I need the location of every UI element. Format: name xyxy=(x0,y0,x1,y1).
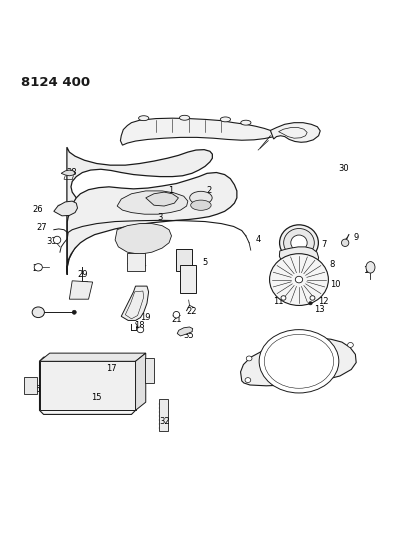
Polygon shape xyxy=(39,353,145,361)
Text: 3: 3 xyxy=(157,213,162,222)
Bar xyxy=(159,399,168,431)
Polygon shape xyxy=(120,118,274,145)
Ellipse shape xyxy=(245,378,250,383)
Polygon shape xyxy=(145,192,178,206)
Text: 26: 26 xyxy=(32,205,43,214)
Ellipse shape xyxy=(190,200,211,211)
Text: 31: 31 xyxy=(305,358,316,367)
Ellipse shape xyxy=(32,307,44,318)
Text: 6: 6 xyxy=(300,250,305,259)
Text: 25: 25 xyxy=(32,264,43,273)
Polygon shape xyxy=(39,357,135,415)
Polygon shape xyxy=(135,353,145,410)
Text: 19: 19 xyxy=(140,313,151,322)
Text: 12: 12 xyxy=(317,297,328,306)
Polygon shape xyxy=(67,147,216,274)
Ellipse shape xyxy=(34,264,42,271)
Text: 34: 34 xyxy=(136,260,146,269)
Text: 32: 32 xyxy=(158,417,169,426)
Text: 23: 23 xyxy=(181,282,191,292)
Text: 20: 20 xyxy=(130,303,140,312)
Ellipse shape xyxy=(240,120,250,125)
Ellipse shape xyxy=(179,115,189,120)
Ellipse shape xyxy=(53,236,61,244)
Ellipse shape xyxy=(138,116,148,120)
Ellipse shape xyxy=(294,276,302,283)
Bar xyxy=(39,361,135,410)
Text: 29: 29 xyxy=(77,270,88,279)
Polygon shape xyxy=(121,286,148,320)
Polygon shape xyxy=(115,224,171,254)
Text: 22: 22 xyxy=(186,307,197,316)
Bar xyxy=(144,358,153,383)
Text: 33: 33 xyxy=(46,238,57,246)
Ellipse shape xyxy=(173,311,179,318)
Ellipse shape xyxy=(290,235,306,251)
Ellipse shape xyxy=(283,229,314,257)
Text: 27: 27 xyxy=(36,223,47,232)
Text: 7: 7 xyxy=(320,239,326,248)
Text: 10: 10 xyxy=(330,280,340,289)
Text: 13: 13 xyxy=(313,305,324,314)
Polygon shape xyxy=(270,123,319,142)
Text: 4: 4 xyxy=(255,236,260,245)
Polygon shape xyxy=(61,170,75,176)
Text: 14: 14 xyxy=(362,266,373,275)
Text: 8: 8 xyxy=(328,260,334,269)
Ellipse shape xyxy=(258,329,338,393)
Text: 15: 15 xyxy=(91,393,102,402)
Ellipse shape xyxy=(309,296,314,300)
Bar xyxy=(126,253,144,271)
Ellipse shape xyxy=(189,191,211,204)
Text: 30: 30 xyxy=(338,164,348,173)
Polygon shape xyxy=(117,191,187,214)
Text: 1: 1 xyxy=(167,187,173,196)
Text: 17: 17 xyxy=(106,364,116,373)
Text: 16: 16 xyxy=(30,385,40,393)
Ellipse shape xyxy=(220,117,230,122)
Text: 9: 9 xyxy=(353,233,358,243)
Polygon shape xyxy=(54,201,77,216)
Text: 2: 2 xyxy=(206,187,211,196)
Ellipse shape xyxy=(72,310,76,314)
Text: 8124 400: 8124 400 xyxy=(21,77,90,90)
Ellipse shape xyxy=(137,327,144,333)
Text: 28: 28 xyxy=(67,168,77,177)
Ellipse shape xyxy=(347,343,353,348)
Bar xyxy=(24,377,36,394)
Polygon shape xyxy=(69,281,92,299)
Ellipse shape xyxy=(280,296,285,300)
Ellipse shape xyxy=(246,356,252,361)
Polygon shape xyxy=(67,173,236,274)
Text: 11: 11 xyxy=(273,297,283,306)
Bar xyxy=(179,265,196,293)
Text: 24: 24 xyxy=(34,309,45,318)
Polygon shape xyxy=(279,247,318,271)
Ellipse shape xyxy=(365,262,374,273)
Ellipse shape xyxy=(341,239,348,246)
Text: 35: 35 xyxy=(183,332,193,341)
Bar xyxy=(176,249,191,271)
Text: 5: 5 xyxy=(202,258,207,267)
Ellipse shape xyxy=(279,225,318,261)
Text: 18: 18 xyxy=(134,321,144,330)
Polygon shape xyxy=(240,338,355,386)
Ellipse shape xyxy=(269,254,328,305)
Text: 21: 21 xyxy=(171,315,181,324)
Polygon shape xyxy=(177,327,192,336)
Ellipse shape xyxy=(308,302,312,305)
